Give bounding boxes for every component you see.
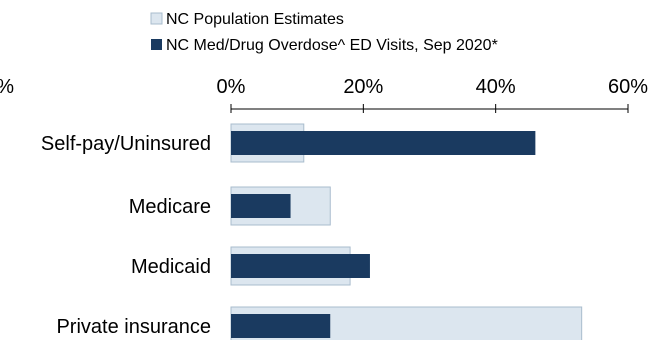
legend: NC Population Estimates NC Med/Drug Overd… bbox=[150, 11, 498, 54]
tick-label: 0% bbox=[217, 76, 246, 98]
legend-label: NC Population Estimates bbox=[166, 11, 344, 28]
category-label: Self-pay/Uninsured bbox=[41, 133, 211, 155]
category-label: Medicaid bbox=[131, 256, 211, 278]
legend-swatch bbox=[150, 12, 163, 25]
tick-label: 60% bbox=[608, 76, 648, 98]
bar-ed-visits-1 bbox=[231, 194, 291, 218]
category-labels: Self-pay/Uninsured Medicare Medicaid Privat… bbox=[41, 133, 211, 338]
bar-ed-visits-3 bbox=[231, 314, 331, 338]
bar-ed-visits-0 bbox=[231, 131, 536, 155]
tick-label: 40% bbox=[476, 76, 516, 98]
x-axis: % 0% 20% 40% 60% bbox=[0, 76, 648, 113]
category-label: Private insurance bbox=[56, 316, 211, 338]
legend-label: NC Med/Drug Overdose^ ED Visits, Sep 202… bbox=[166, 37, 498, 54]
tick-label: % bbox=[0, 76, 14, 98]
bar-ed-visits-2 bbox=[231, 254, 370, 278]
legend-swatch bbox=[151, 39, 162, 50]
category-label: Medicare bbox=[129, 196, 211, 218]
bars bbox=[230, 123, 583, 340]
tick-label: 20% bbox=[343, 76, 383, 98]
